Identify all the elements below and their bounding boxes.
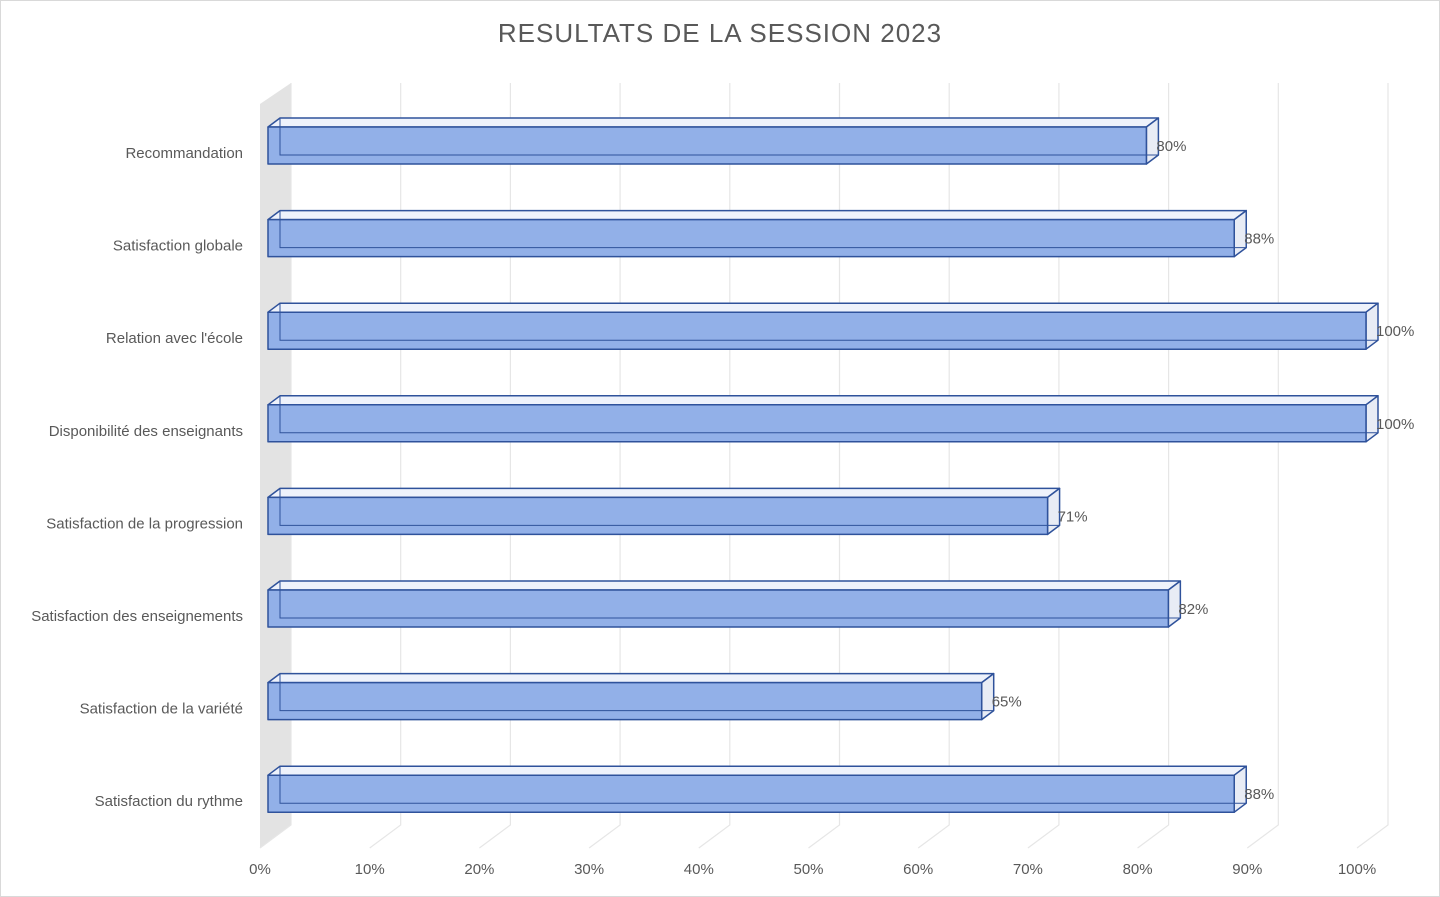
- y-tick-label: Relation avec l'école: [106, 330, 243, 347]
- y-tick-label: Satisfaction globale: [113, 238, 243, 255]
- chart-title: RESULTATS DE LA SESSION 2023: [498, 18, 942, 48]
- bar-top: [267, 117, 1160, 128]
- bar-top: [267, 580, 1182, 591]
- bar-front: [267, 774, 1235, 813]
- value-label: 100%: [1376, 323, 1414, 340]
- bar-edge: [279, 118, 1159, 156]
- bar-edge: [279, 673, 994, 712]
- y-tick-label: Disponibilité des enseignants: [49, 423, 243, 440]
- x-tick-label: 0%: [249, 861, 271, 878]
- bar-front: [267, 496, 1049, 536]
- bar-edge: [279, 488, 1060, 526]
- bar-edge: [279, 766, 1247, 804]
- bar: [267, 487, 1061, 536]
- grid-line: [1356, 83, 1389, 849]
- x-tick-label: 80%: [1123, 861, 1153, 878]
- bar: [267, 395, 1379, 443]
- bar-top: [267, 487, 1061, 499]
- bar-top: [267, 765, 1247, 776]
- bar-edge: [279, 303, 1378, 341]
- value-label: 65%: [992, 694, 1022, 711]
- value-label: 80%: [1156, 138, 1186, 155]
- bar: [267, 302, 1379, 350]
- x-tick-label: 20%: [464, 861, 494, 878]
- y-tick-label: Recommandation: [125, 145, 243, 162]
- value-label: 100%: [1376, 416, 1414, 433]
- bar-front: [267, 589, 1170, 628]
- x-tick-label: 70%: [1013, 861, 1043, 878]
- bar: [267, 117, 1160, 165]
- x-tick-label: 30%: [574, 861, 604, 878]
- bar-edge: [279, 210, 1247, 249]
- y-tick-label: Satisfaction de la variété: [80, 701, 243, 718]
- y-tick-label: Satisfaction du rythme: [95, 793, 243, 810]
- bar-top: [267, 672, 995, 684]
- x-tick-label: 90%: [1232, 861, 1262, 878]
- bar-edge: [279, 395, 1378, 434]
- x-tick-label: 100%: [1338, 861, 1376, 878]
- back-wall: [260, 83, 291, 848]
- bar: [267, 580, 1182, 628]
- x-tick-label: 10%: [355, 861, 385, 878]
- y-tick-label: Satisfaction des enseignements: [31, 608, 243, 625]
- x-tick-label: 60%: [903, 861, 933, 878]
- bar-top: [267, 302, 1379, 313]
- y-tick-label: Satisfaction de la progression: [46, 515, 243, 532]
- bar-front: [267, 126, 1148, 165]
- bar-edge: [279, 581, 1181, 619]
- x-tick-label: 50%: [793, 861, 823, 878]
- value-label: 71%: [1058, 508, 1088, 525]
- bar: [267, 209, 1247, 258]
- value-label: 82%: [1178, 601, 1208, 618]
- x-tick-label: 40%: [684, 861, 714, 878]
- bar: [267, 672, 995, 721]
- value-label: 88%: [1244, 231, 1274, 248]
- bar-front: [267, 404, 1367, 443]
- bar-front: [267, 218, 1235, 258]
- bar-top: [267, 395, 1379, 406]
- bar-front: [267, 681, 983, 721]
- bar-front: [267, 311, 1367, 350]
- bar: [267, 765, 1247, 813]
- value-label: 88%: [1244, 786, 1274, 803]
- bar-top: [267, 209, 1247, 221]
